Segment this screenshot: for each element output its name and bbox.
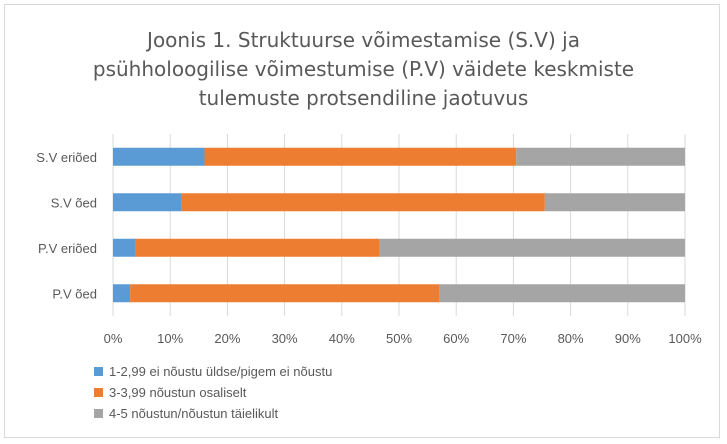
bar-segment-3 (439, 284, 685, 303)
legend-swatch (94, 388, 103, 397)
legend-item-1: 1-2,99 ei nõustu üldse/pigem ei nõustu (94, 361, 332, 382)
x-tick-label: 30% (272, 331, 298, 346)
category-labels: S.V eriõed S.V õed P.V eriõed P.V õed (36, 150, 97, 302)
legend-item-2: 3-3,99 nõustun osaliselt (94, 382, 332, 403)
bar-segment-3 (378, 238, 685, 257)
chart-title-line-1: Joonis 1. Struktuurse võimestamise (S.V)… (147, 28, 580, 52)
legend-label: 1-2,99 ei nõustu üldse/pigem ei nõustu (109, 364, 333, 379)
bar-segment-2 (204, 147, 517, 166)
x-tick-label: 40% (329, 331, 355, 346)
legend-label: 4-5 nõustun/nõustun täielikult (109, 406, 279, 421)
x-tick-label: 90% (615, 331, 641, 346)
bar-segment-3 (516, 147, 685, 166)
bar-segment-1 (113, 147, 205, 166)
x-tick-label: 0% (104, 331, 123, 346)
bar-segment-3 (544, 193, 685, 212)
x-tick-label: 50% (386, 331, 412, 346)
x-tick-label: 100% (668, 331, 702, 346)
category-label: S.V eriõed (36, 150, 97, 165)
legend-item-3: 4-5 nõustun/nõustun täielikult (94, 403, 332, 424)
chart-title-line-2: psühholoogilise võimestumise (P.V) väide… (92, 57, 635, 81)
bar-segment-2 (130, 284, 440, 303)
chart-title: Joonis 1. Struktuurse võimestamise (S.V)… (60, 26, 667, 113)
legend: 1-2,99 ei nõustu üldse/pigem ei nõustu 3-… (94, 361, 332, 424)
bar-segment-2 (181, 193, 545, 212)
x-tick-label: 20% (214, 331, 240, 346)
x-tick-label: 80% (558, 331, 584, 346)
legend-swatch (94, 367, 103, 376)
category-label: P.V eriõed (38, 241, 97, 256)
category-label: S.V õed (51, 195, 97, 210)
bar-segment-2 (135, 238, 379, 257)
legend-label: 3-3,99 nõustun osaliselt (109, 385, 247, 400)
x-tick-labels: 0% 10% 20% 30% 40% 50% 60% 70% 80% 90% 100% (104, 331, 702, 346)
chart-title-line-3: tulemuste protsendiline jaotuvus (198, 86, 529, 110)
bar-segment-1 (113, 193, 182, 212)
bars (113, 147, 685, 303)
x-tick-label: 10% (157, 331, 183, 346)
legend-swatch (94, 409, 103, 418)
bar-segment-1 (113, 284, 131, 303)
x-tick-label: 70% (500, 331, 526, 346)
x-tick-label: 60% (443, 331, 469, 346)
bar-segment-1 (113, 238, 136, 257)
chart-frame (4, 4, 720, 438)
category-label: P.V õed (52, 286, 97, 301)
